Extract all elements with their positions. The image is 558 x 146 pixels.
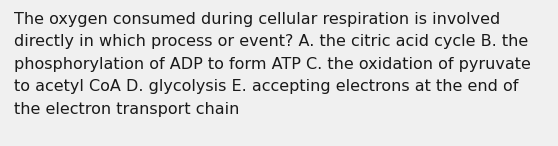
Text: directly in which process or event? A. the citric acid cycle B. the: directly in which process or event? A. t… bbox=[14, 34, 528, 49]
Text: phosphorylation of ADP to form ATP C. the oxidation of pyruvate: phosphorylation of ADP to form ATP C. th… bbox=[14, 57, 531, 72]
Text: to acetyl CoA D. glycolysis E. accepting electrons at the end of: to acetyl CoA D. glycolysis E. accepting… bbox=[14, 80, 518, 94]
Text: the electron transport chain: the electron transport chain bbox=[14, 102, 239, 117]
Text: The oxygen consumed during cellular respiration is involved: The oxygen consumed during cellular resp… bbox=[14, 12, 501, 27]
